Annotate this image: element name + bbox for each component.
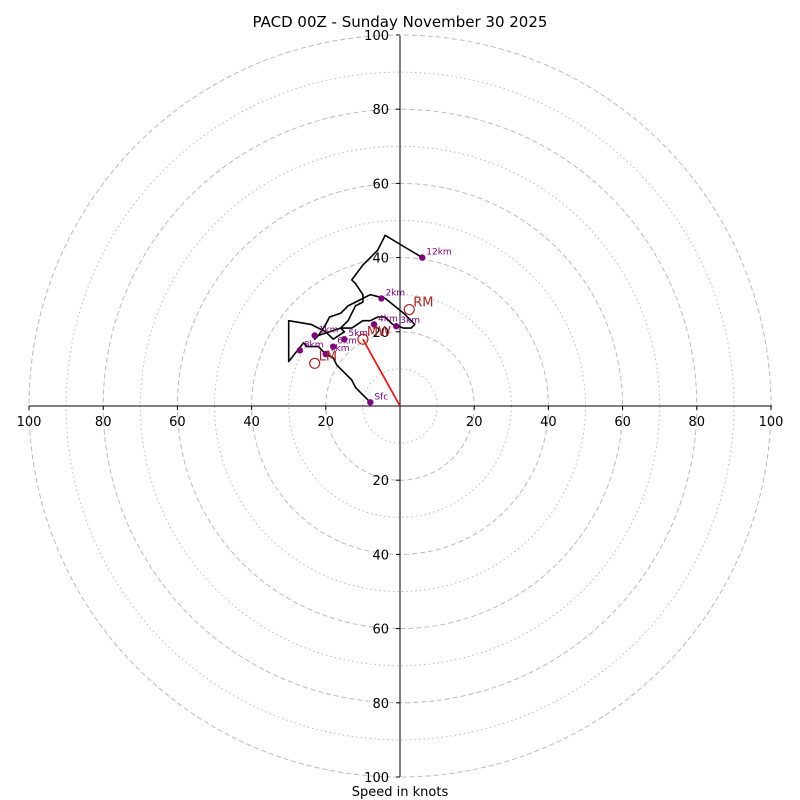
y-tick-label: 40: [372, 252, 389, 267]
height-marker-3km: [393, 323, 400, 330]
height-label-5km: 5km: [348, 329, 368, 339]
storm-motion-marker-mw: [357, 333, 369, 345]
height-label-4km: 4km: [378, 314, 398, 324]
storm-motion-markers: RM MW LM: [309, 296, 434, 369]
x-tick-label: 20: [466, 415, 483, 430]
axes: [29, 36, 772, 777]
shear-vector-layer: [362, 338, 401, 407]
y-tick-label: 80: [372, 697, 389, 712]
height-marker-8km: [296, 347, 304, 354]
y-tick-label: 80: [372, 103, 389, 118]
shear-vector: [362, 338, 401, 407]
x-tick-label: 80: [95, 415, 112, 430]
hodograph-line: [287, 234, 423, 403]
storm-motion-label-rm: RM: [413, 296, 433, 311]
x-axis-label: Speed in knots: [352, 785, 449, 800]
height-marker-7km: [322, 350, 329, 358]
height-label-1km: 1km: [319, 326, 339, 336]
height-label-2km: 2km: [385, 288, 405, 298]
height-marker-12km: [419, 254, 426, 261]
y-tick-label: 100: [364, 771, 389, 786]
height-label-sfc: Sfc: [374, 392, 388, 402]
storm-motion-marker-lm: [309, 357, 321, 369]
y-tick-label: 20: [372, 474, 389, 489]
x-tick-label: 60: [169, 415, 186, 430]
chart-title: PACD 00Z - Sunday November 30 2025: [253, 13, 548, 31]
x-tick-label: 40: [540, 415, 557, 430]
height-label-8km: 8km: [304, 340, 324, 350]
height-label-6km: 6km: [337, 337, 357, 347]
storm-motion-label-lm: LM: [319, 349, 337, 364]
y-tick-label: 40: [372, 548, 389, 563]
height-marker-sfc: [367, 399, 374, 406]
height-marker-5km: [341, 336, 348, 343]
y-tick-label: 20: [372, 326, 389, 341]
x-tick-label: 20: [318, 415, 335, 430]
height-marker-2km: [378, 295, 385, 302]
height-label-12km: 12km: [426, 248, 451, 258]
height-marker-4km: [370, 321, 378, 328]
x-tick-label: 60: [614, 415, 631, 430]
y-tick-label: 60: [372, 177, 389, 192]
storm-motion-marker-rm: [403, 303, 415, 316]
storm-motion-label-mw: MW: [367, 325, 391, 340]
height-label-7km: 7km: [330, 344, 350, 354]
x-tick-label: 80: [689, 415, 706, 430]
hodograph-trace: [287, 234, 423, 403]
x-tick-label: 100: [759, 415, 784, 430]
tick-labels: 100 80 60 40 20 20 40 60 80 100 100 80 60 40 20 20 40 60 8…: [17, 29, 784, 786]
y-tick-label: 60: [372, 623, 389, 638]
height-label-3km: 3km: [400, 316, 420, 326]
height-marker-6km: [330, 343, 337, 350]
y-tick-label: 100: [364, 29, 389, 44]
height-marker-1km: [311, 332, 318, 339]
x-tick-label: 40: [243, 415, 260, 430]
x-tick-label: 100: [17, 415, 42, 430]
